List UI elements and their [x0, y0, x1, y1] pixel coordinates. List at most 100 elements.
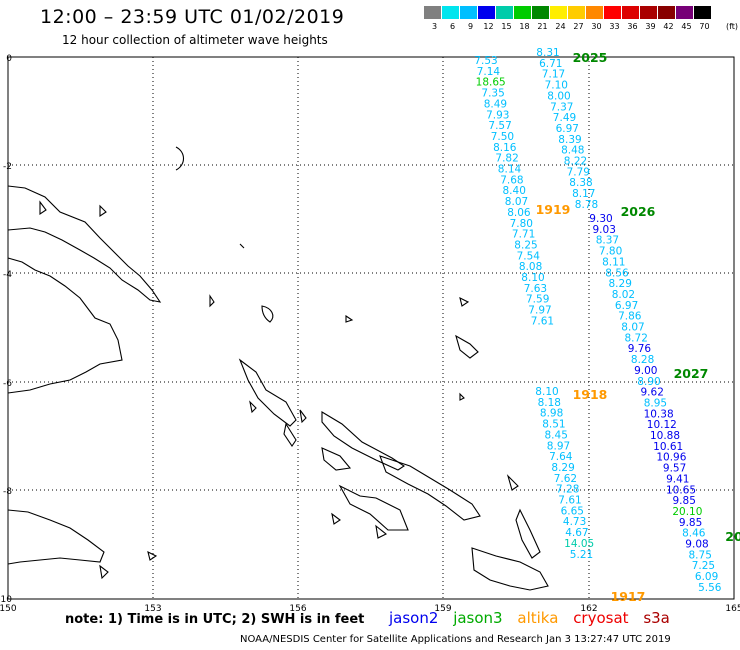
coastlines [7, 146, 549, 591]
wave-height-value: 4.67 [565, 527, 588, 539]
wave-height-value: 8.22 [564, 156, 587, 168]
wave-height-value: 7.53 [474, 55, 497, 67]
wave-height-value: 8.72 [625, 332, 648, 344]
pass-id-label: 2026 [621, 204, 656, 219]
wave-height-value: 8.17 [572, 188, 595, 200]
scale-label: 36 [627, 22, 638, 31]
wave-height-value: 8.10 [535, 386, 558, 398]
wave-height-value: 7.49 [553, 112, 576, 124]
lat-tick-label: 0 [6, 54, 12, 64]
wave-height-value: 6.97 [615, 300, 638, 312]
lon-tick-label: 159 [434, 604, 451, 614]
wave-height-value: 8.28 [631, 354, 654, 366]
scale-label: 27 [573, 22, 584, 31]
wave-height-value: 10.61 [653, 441, 683, 453]
scale-label: 70 [699, 22, 710, 31]
wave-height-value: 9.57 [663, 463, 686, 475]
lon-tick-label: 156 [289, 604, 306, 614]
wave-height-value: 9.85 [679, 517, 702, 529]
wave-height-value: 8.45 [545, 429, 568, 441]
scale-label: 21 [537, 22, 548, 31]
scale-swatch [460, 6, 477, 19]
wave-height-value: 7.54 [517, 250, 541, 262]
wave-height-value: 8.90 [637, 376, 660, 388]
scale-swatch [658, 6, 675, 19]
lon-tick-label: 150 [0, 604, 17, 614]
satellite-legend: jason2 jason3 altika cryosat s3a [389, 609, 680, 627]
wave-height-value: 8.16 [493, 142, 517, 154]
wave-height-value: 9.08 [685, 539, 708, 551]
scale-label: 45 [681, 22, 692, 31]
pass-id-label: 2025 [573, 50, 608, 65]
wave-height-value: 7.10 [545, 80, 568, 92]
graticule [8, 56, 734, 598]
wave-height-value: 8.18 [538, 397, 561, 409]
wave-height-value: 7.61 [558, 495, 581, 507]
wave-height-value: 7.86 [618, 311, 642, 323]
wave-height-value: 7.97 [528, 305, 551, 317]
wave-height-value: 8.02 [612, 289, 635, 301]
wave-height-value: 8.56 [605, 267, 629, 279]
wave-height-value: 8.51 [542, 419, 565, 431]
scale-swatch [442, 6, 459, 19]
scale-label: 30 [591, 22, 602, 31]
wave-height-value: 7.82 [495, 153, 518, 165]
wave-height-value: 10.12 [647, 419, 677, 431]
scale-unit-label: (ft) [726, 22, 739, 31]
legend-jason3: jason3 [453, 609, 503, 627]
pass-id-label: 2027 [674, 366, 709, 381]
scale-label: 9 [467, 22, 474, 31]
wave-height-value: 14.05 [564, 538, 594, 550]
wave-height-value: 8.29 [551, 462, 574, 474]
wave-height-value: 8.11 [602, 256, 625, 268]
wave-height-value: 7.80 [599, 246, 622, 258]
scale-label: 15 [501, 22, 512, 31]
wave-height-value: 9.41 [666, 473, 689, 485]
wave-height-value: 10.65 [666, 484, 696, 496]
wave-height-value: 7.64 [549, 451, 573, 463]
wave-height-value: 7.93 [486, 109, 509, 121]
wave-height-value: 7.57 [488, 120, 511, 132]
wave-height-value: 8.39 [558, 134, 581, 146]
lon-tick-label: 153 [144, 604, 161, 614]
wave-height-value: 8.46 [682, 528, 706, 540]
lat-tick-label: -4 [3, 270, 12, 280]
wave-height-value: 6.71 [539, 58, 562, 70]
wave-height-value: 7.61 [531, 315, 554, 327]
scale-swatch [694, 6, 711, 19]
lat-tick-label: -2 [3, 162, 12, 172]
scale-label: 6 [449, 22, 456, 31]
legend-cryosat: cryosat [573, 609, 629, 627]
scale-swatch [604, 6, 621, 19]
pass-id-label: 20 [725, 529, 740, 544]
footer-credit: NOAA/NESDIS Center for Satellite Applica… [240, 634, 671, 645]
wave-height-value: 8.49 [484, 98, 507, 110]
wave-height-value: 9.00 [634, 365, 657, 377]
longitude-tick-labels: 150 153 156 159 162 165 [0, 604, 740, 614]
wave-height-readouts: 8.316.717.177.108.007.377.496.978.398.48… [474, 47, 721, 594]
wave-height-value: 7.37 [550, 101, 573, 113]
pass-id-labels: 2025 2026 2027 1919 1918 1917 20 [536, 50, 740, 604]
map-frame [7, 56, 735, 600]
wave-height-value: 7.25 [692, 560, 715, 572]
scale-swatch [676, 6, 693, 19]
wave-height-value: 8.00 [547, 90, 570, 102]
legend-jason2: jason2 [389, 609, 439, 627]
lat-tick-label: -6 [3, 379, 12, 389]
wave-height-value: 7.71 [512, 229, 535, 241]
scale-swatch [478, 6, 495, 19]
scale-label: 24 [555, 22, 566, 31]
wave-height-value: 9.03 [593, 224, 616, 236]
legend-altika: altika [517, 609, 559, 627]
wave-height-value: 7.62 [554, 473, 577, 485]
scale-label: 33 [609, 22, 620, 31]
wave-height-value: 8.98 [540, 408, 563, 420]
scale-label: 18 [519, 22, 530, 31]
lon-tick-label: 162 [580, 604, 597, 614]
wave-height-value: 5.56 [698, 582, 722, 594]
wave-height-value: 10.88 [650, 430, 680, 442]
wave-height-value: 8.07 [621, 322, 644, 334]
wave-height-value: 7.79 [567, 166, 590, 178]
wave-height-value: 7.14 [477, 66, 501, 78]
